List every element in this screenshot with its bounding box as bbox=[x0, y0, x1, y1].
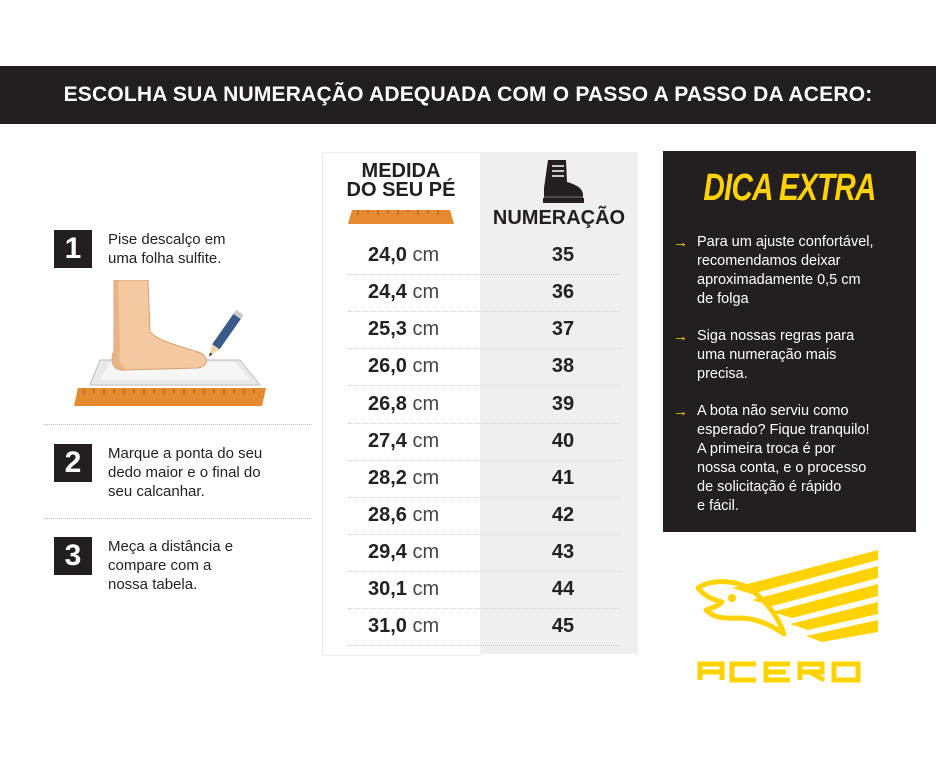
foot-length-cell: 26,8 cm bbox=[368, 393, 440, 415]
header-line: DO SEU PÉ bbox=[346, 179, 456, 201]
shoe-size-cell: 41 bbox=[551, 467, 575, 489]
foot-length-cell: 31,0 cm bbox=[368, 615, 440, 637]
table-row: 27,4 cm 40 bbox=[348, 423, 620, 461]
shoe-size-header: NUMERAÇÃO bbox=[492, 207, 626, 229]
foot-length-cell: 26,0 cm bbox=[368, 355, 440, 377]
foot-measure-header: MEDIDA DO SEU PÉ bbox=[322, 160, 480, 201]
extra-tip-title: DICA EXTRA bbox=[703, 167, 876, 209]
foot-length-cell: 28,6 cm bbox=[368, 504, 440, 526]
table-row: 28,6 cm 42 bbox=[348, 497, 620, 535]
step-1: 1 Pise descalço em uma folha sulfite. bbox=[54, 230, 226, 268]
tip-item: → Para um ajuste confortável, recomendam… bbox=[673, 233, 909, 309]
step-3: 3 Meça a distância e compare com a nossa… bbox=[54, 537, 233, 594]
table-row: 24,0 cm 35 bbox=[348, 237, 620, 275]
foot-length-cell: 25,3 cm bbox=[368, 318, 440, 340]
step-text: Marque a ponta do seu dedo maior e o fin… bbox=[108, 445, 263, 500]
table-row: 26,0 cm 38 bbox=[348, 348, 620, 386]
shoe-size-cell: 36 bbox=[551, 281, 575, 303]
foot-length-cell: 24,4 cm bbox=[368, 281, 440, 303]
step-text: Pise descalço em uma folha sulfite. bbox=[108, 231, 226, 267]
eagle-logo: ACERO bbox=[695, 550, 878, 688]
shoe-size-cell: 45 bbox=[551, 615, 575, 637]
foot-length-cell: 28,2 cm bbox=[368, 467, 440, 489]
arrow-right-icon: → bbox=[673, 403, 688, 420]
arrow-right-icon: → bbox=[673, 328, 688, 345]
step-divider bbox=[44, 518, 312, 519]
foot-length-cell: 29,4 cm bbox=[368, 541, 440, 563]
ruler-icon bbox=[348, 210, 454, 224]
table-row: 24,4 cm 36 bbox=[348, 274, 620, 312]
arrow-right-icon: → bbox=[673, 234, 688, 251]
step-2: 2 Marque a ponta do seu dedo maior e o f… bbox=[54, 444, 262, 501]
tip-item: → A bota não serviu como esperado? Fique… bbox=[673, 402, 909, 516]
extra-tip-panel: DICA EXTRA → Para um ajuste confortável,… bbox=[663, 151, 916, 532]
step-number: 3 bbox=[54, 537, 92, 575]
shoe-size-cell: 37 bbox=[551, 318, 575, 340]
table-row: 31,0 cm 45 bbox=[348, 608, 620, 646]
shoe-size-cell: 39 bbox=[551, 393, 575, 415]
shoe-size-cell: 43 bbox=[551, 541, 575, 563]
foot-length-cell: 30,1 cm bbox=[368, 578, 440, 600]
shoe-size-cell: 40 bbox=[551, 430, 575, 452]
shoe-size-cell: 44 bbox=[551, 578, 575, 600]
table-row: 29,4 cm 43 bbox=[348, 534, 620, 572]
tip-text: Para um ajuste confortável, recomendamos… bbox=[697, 234, 874, 307]
boot-icon bbox=[543, 160, 584, 203]
shoe-size-cell: 35 bbox=[551, 244, 575, 266]
foot-on-paper-illustration bbox=[74, 280, 266, 406]
page-title: ESCOLHA SUA NUMERAÇÃO ADEQUADA COM O PAS… bbox=[63, 83, 873, 106]
header-banner: ESCOLHA SUA NUMERAÇÃO ADEQUADA COM O PAS… bbox=[0, 66, 936, 124]
foot-length-cell: 27,4 cm bbox=[368, 430, 440, 452]
table-row: 25,3 cm 37 bbox=[348, 311, 620, 349]
shoe-size-cell: 42 bbox=[551, 504, 575, 526]
step-number: 1 bbox=[54, 230, 92, 268]
shoe-size-cell: 38 bbox=[551, 355, 575, 377]
table-row: 30,1 cm 44 bbox=[348, 571, 620, 609]
step-divider bbox=[44, 424, 312, 425]
tip-text: A bota não serviu como esperado? Fique t… bbox=[697, 403, 870, 514]
step-text: Meça a distância e compare com a nossa t… bbox=[108, 538, 234, 593]
tip-text: Siga nossas regras para uma numeração ma… bbox=[697, 328, 855, 382]
svg-text:ACERO: ACERO bbox=[787, 685, 791, 688]
foot-length-cell: 24,0 cm bbox=[368, 244, 440, 266]
size-table-right-column bbox=[480, 152, 638, 654]
tip-item: → Siga nossas regras para uma numeração … bbox=[673, 327, 909, 384]
step-number: 2 bbox=[54, 444, 92, 482]
table-row: 28,2 cm 41 bbox=[348, 460, 620, 498]
size-table-left-column bbox=[322, 152, 481, 656]
table-row: 26,8 cm 39 bbox=[348, 386, 620, 424]
header-line: MEDIDA bbox=[361, 160, 441, 182]
